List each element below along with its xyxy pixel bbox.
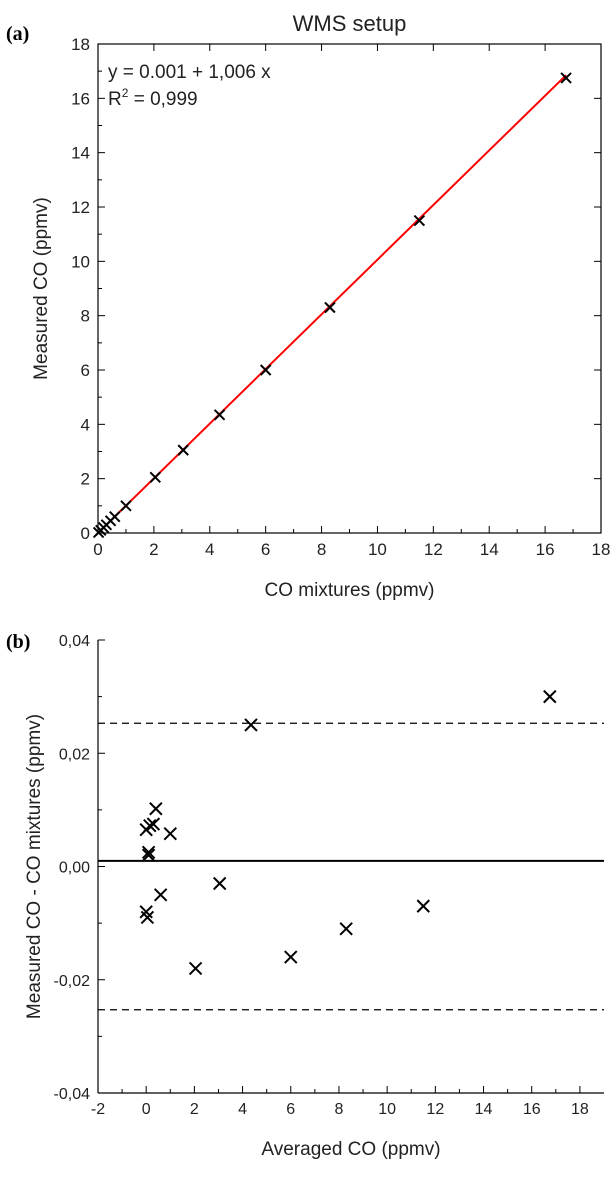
panel-b-y-axis-label: Measured CO - CO mixtures (ppmv)	[24, 714, 45, 1019]
panel-a-data-point-stroke-b	[120, 500, 132, 512]
panel-a-ytick-label: 16	[71, 89, 90, 108]
panel-a-ytick-label: 2	[81, 470, 90, 489]
panel-a-xtick-label: 14	[480, 540, 499, 559]
panel-b-data-point-stroke-b	[543, 689, 557, 704]
panel-b-xtick-label: 12	[426, 1101, 444, 1118]
panel-a-data-point	[213, 409, 226, 421]
panel-b-data-point	[339, 922, 353, 936]
panel-b-data-point	[284, 950, 298, 964]
panel-a-ytick-label: 10	[71, 252, 90, 271]
panel-b-data-point	[140, 910, 155, 925]
panel-b-xtick-label: 18	[571, 1101, 589, 1118]
panel-b-data-point-stroke-b	[143, 819, 157, 833]
panel-a-ytick-label: 12	[71, 198, 90, 217]
panel-a-label: (a)	[6, 23, 29, 45]
panel-a-data-point-stroke-b	[109, 510, 121, 523]
panel-b-xtick-label: -2	[91, 1101, 105, 1118]
panel-b-data-point-stroke-b	[284, 950, 298, 964]
panel-a-ytick-label: 18	[71, 35, 90, 54]
panel-b-ytick-label: 0,02	[59, 746, 90, 763]
panel-b-xtick-label: 16	[523, 1101, 541, 1118]
panel-a-r-squared: R2 = 0,999	[108, 86, 198, 110]
panel-b-data-point	[141, 848, 156, 862]
panel-b-data-point-stroke-b	[141, 848, 156, 862]
panel-a-ytick-label: 4	[81, 415, 90, 434]
panel-a-data-point	[259, 364, 272, 376]
panel-a-ytick-label: 8	[81, 307, 90, 326]
panel-a-data-point-stroke-b	[560, 72, 572, 84]
panel-b-data-point	[416, 899, 430, 913]
panel-a-r-squared-exponent: 2	[122, 86, 129, 100]
panel-b-xtick-label: 0	[142, 1101, 151, 1118]
panel-a-xtick-label: 8	[317, 540, 326, 559]
panel-a-y-axis-label: Measured CO (ppmv)	[31, 197, 52, 380]
panel-b-data-point	[163, 826, 177, 841]
panel-a-data-point-stroke-b	[177, 444, 189, 456]
panel-a-data-point-stroke-b	[149, 471, 161, 484]
panel-b-data-point-stroke-b	[146, 817, 161, 831]
panel-b-data-point	[146, 817, 161, 831]
panel-a-xtick-label: 10	[368, 540, 387, 559]
panel-b-ytick-label: -0,02	[54, 973, 91, 990]
panel-b-data-point-stroke-b	[140, 910, 155, 925]
panel-b-xtick-label: 6	[286, 1101, 295, 1118]
panel-b-data-point	[188, 961, 203, 976]
panel-b-ytick-label: -0,04	[54, 1086, 91, 1103]
panel-a-xtick-label: 18	[592, 540, 611, 559]
panel-b-data-point-stroke-b	[339, 922, 353, 936]
panel-b-xtick-label: 8	[334, 1101, 343, 1118]
panel-b-data-point-stroke-b	[212, 876, 227, 891]
panel-b-data-point	[143, 819, 157, 833]
panel-a-data-point	[177, 444, 189, 456]
panel-a-xtick-label: 12	[424, 540, 443, 559]
panel-b-x-axis-label: Averaged CO (ppmv)	[261, 1139, 440, 1160]
panel-b-data-point-stroke-b	[149, 802, 163, 816]
panel-a-data-point	[413, 214, 426, 227]
panel-b-label: (b)	[6, 631, 30, 653]
panel-b-ytick-label: 0,00	[59, 860, 90, 877]
panel-a-xtick-label: 6	[261, 540, 270, 559]
panel-b-data-point-stroke-b	[141, 845, 156, 860]
panel-a-data-point	[149, 471, 161, 484]
panel-b-ytick-label: 0,04	[59, 633, 90, 650]
panel-b-data-point	[141, 845, 156, 860]
panel-b-data-point	[543, 689, 557, 704]
panel-b-data-point	[153, 888, 168, 902]
panel-a-data-point-stroke-b	[413, 214, 426, 227]
panel-b-data-point-stroke-b	[139, 905, 153, 919]
panel-b-data-point-stroke-b	[244, 718, 258, 732]
panel-b-data-point	[212, 876, 227, 891]
panel-b-xtick-label: 4	[238, 1101, 247, 1118]
panel-a-ytick-label: 6	[81, 361, 90, 380]
panel-b-data-point-stroke-b	[416, 899, 430, 913]
panel-a-ytick-label: 14	[71, 144, 90, 163]
panel-a-r-squared-base: R	[108, 89, 122, 110]
panel-b-xtick-label: 2	[190, 1101, 199, 1118]
panel-b-data-point	[149, 802, 163, 816]
panel-b-data-point-stroke-b	[188, 961, 203, 976]
panel-a-r-squared-value: = 0,999	[128, 89, 197, 110]
panel-b-data-point	[244, 718, 258, 732]
panel-b-xtick-label: 14	[475, 1101, 493, 1118]
panel-a-data-point-stroke-b	[213, 409, 226, 421]
panel-a-data-point-stroke-b	[259, 364, 272, 376]
panel-b-xtick-label: 10	[378, 1101, 396, 1118]
panel-a-data-point	[560, 72, 572, 84]
panel-a-ytick-label: 0	[81, 524, 90, 543]
panel-a-data-point	[109, 510, 121, 523]
panel-a-data-point-stroke-b	[324, 301, 336, 314]
panel-a-title: WMS setup	[293, 11, 407, 36]
panel-b-data-point-stroke-b	[163, 826, 177, 841]
panel-a-xtick-label: 0	[93, 540, 102, 559]
panel-a-xtick-label: 4	[205, 540, 214, 559]
panel-a-fit-equation: y = 0.001 + 1,006 x	[108, 62, 271, 83]
panel-a-x-axis-label: CO mixtures (ppmv)	[265, 580, 435, 601]
panel-a-xtick-label: 2	[149, 540, 158, 559]
panel-a-xtick-label: 16	[536, 540, 555, 559]
panel-b-data-point-stroke-b	[153, 888, 168, 902]
panel-a-data-point	[324, 301, 336, 314]
panel-a-data-point	[120, 500, 132, 512]
